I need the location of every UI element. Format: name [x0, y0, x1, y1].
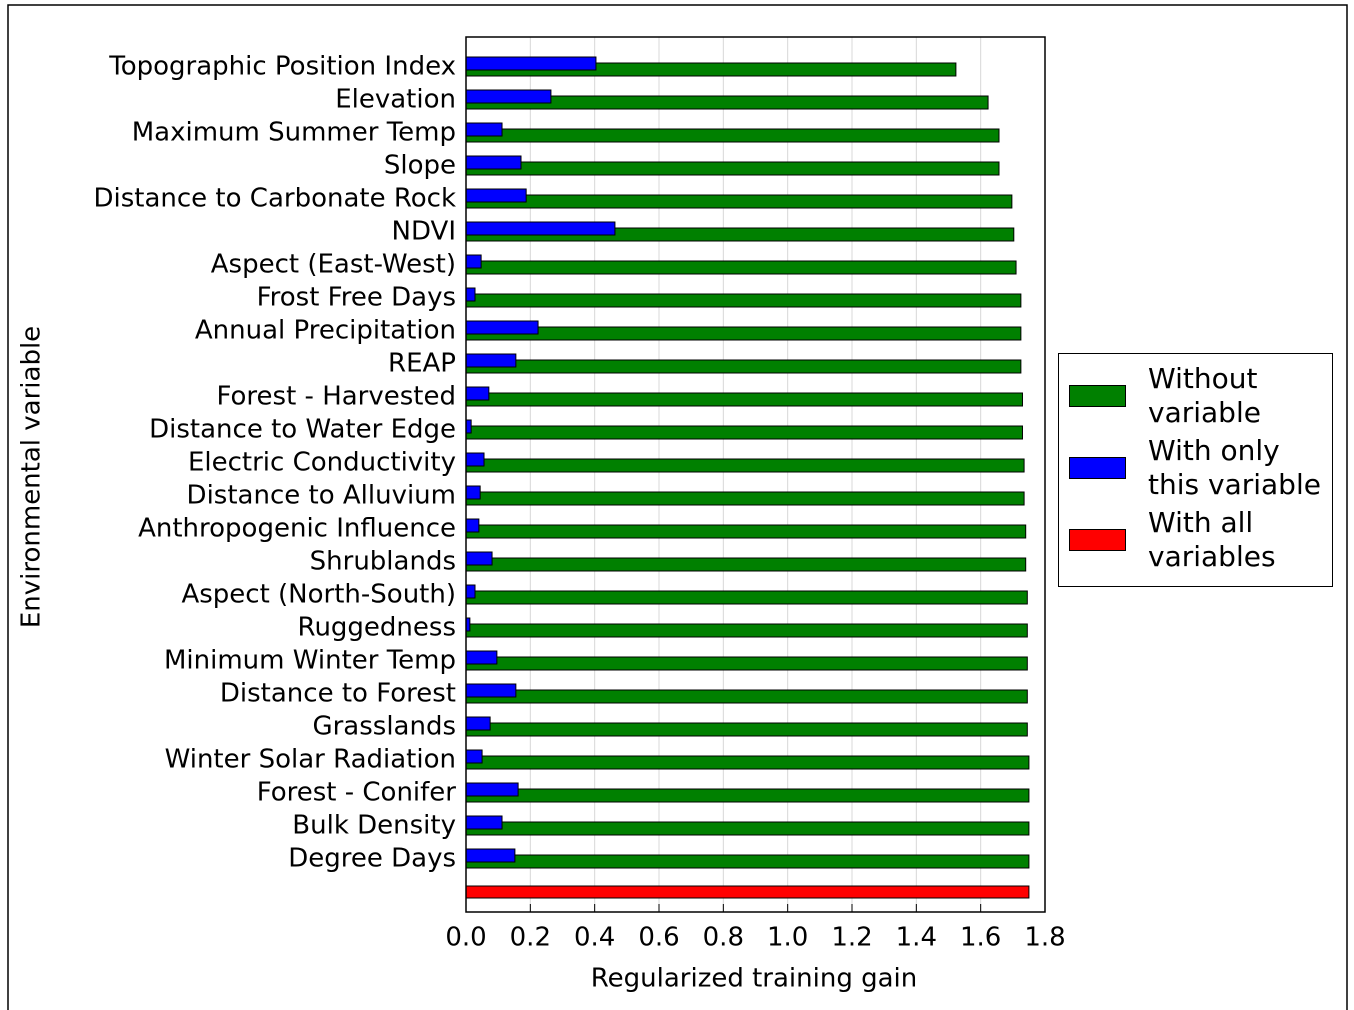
bar — [465, 623, 1028, 638]
legend-entry: With only this variable — [1069, 434, 1322, 502]
bar — [465, 683, 517, 698]
bar — [465, 854, 1030, 869]
y-tick-label: Distance to Forest — [220, 679, 456, 709]
legend-entry: Without variable — [1069, 362, 1322, 430]
bar — [465, 551, 493, 566]
bar — [465, 782, 519, 797]
y-tick-label: Anthropogenic Influence — [138, 514, 456, 544]
bar — [465, 650, 498, 665]
bar — [465, 320, 539, 335]
x-tick-label: 1.0 — [767, 923, 808, 953]
bar — [465, 293, 1022, 308]
bar — [465, 557, 1027, 572]
bar — [465, 584, 476, 599]
bar — [465, 821, 1030, 836]
bar — [465, 458, 1025, 473]
x-tick-label: 0.8 — [703, 923, 744, 953]
y-tick-label: Forest - Harvested — [217, 382, 457, 412]
bar — [465, 749, 483, 764]
legend-entry: With all variables — [1069, 506, 1322, 574]
y-tick-label: Grasslands — [312, 712, 456, 742]
bar — [465, 221, 616, 236]
bar — [465, 386, 490, 401]
bar — [465, 161, 1000, 176]
x-tick-label: 1.6 — [960, 923, 1001, 953]
bar — [465, 689, 1028, 704]
legend-swatch — [1069, 529, 1126, 551]
legend-label: With only this variable — [1148, 434, 1321, 501]
bar — [465, 260, 1017, 275]
bar — [465, 716, 491, 731]
y-tick-label: Annual Precipitation — [195, 316, 456, 346]
bar — [465, 56, 597, 71]
legend-swatch — [1069, 457, 1126, 479]
y-tick-label: Aspect (North-South) — [181, 580, 456, 610]
y-tick-label: Winter Solar Radiation — [165, 745, 456, 775]
bar — [465, 194, 1013, 209]
y-tick-label: Minimum Winter Temp — [164, 646, 456, 676]
bar — [465, 755, 1030, 770]
x-tick-label: 0.6 — [638, 923, 679, 953]
bar — [465, 885, 1030, 899]
x-tick-label: 1.4 — [896, 923, 937, 953]
y-axis-label: Environmental variable — [17, 326, 47, 628]
bar — [465, 353, 517, 368]
y-tick-label: Topographic Position Index — [108, 52, 456, 82]
bar — [465, 485, 481, 500]
y-tick-label: Bulk Density — [292, 811, 456, 841]
bar — [465, 188, 527, 203]
bar — [465, 518, 480, 533]
legend-label: With all variables — [1148, 506, 1276, 573]
x-tick-label: 0.0 — [445, 923, 486, 953]
bar — [465, 524, 1027, 539]
bar — [465, 590, 1028, 605]
y-tick-label: Frost Free Days — [257, 283, 456, 313]
legend-label: Without variable — [1148, 362, 1261, 429]
bar — [465, 815, 503, 830]
bar — [465, 656, 1028, 671]
bar — [465, 392, 1023, 407]
x-tick-label: 1.8 — [1024, 923, 1065, 953]
bar — [465, 491, 1025, 506]
y-tick-label: REAP — [388, 349, 456, 379]
y-tick-label: Aspect (East-West) — [211, 250, 456, 280]
legend-swatch — [1069, 385, 1126, 407]
y-tick-label: Electric Conductivity — [188, 448, 456, 478]
y-tick-label: Slope — [384, 151, 456, 181]
y-tick-label: Shrublands — [310, 547, 456, 577]
y-tick-label: Maximum Summer Temp — [132, 118, 456, 148]
x-tick-label: 0.2 — [510, 923, 551, 953]
x-tick-label: 1.2 — [831, 923, 872, 953]
y-tick-label: Degree Days — [288, 844, 456, 874]
bar — [465, 128, 1000, 143]
x-axis-label: Regularized training gain — [591, 964, 918, 994]
y-tick-label: Distance to Water Edge — [149, 415, 456, 445]
bar — [465, 326, 1022, 341]
bar — [465, 122, 503, 137]
bar — [465, 359, 1022, 374]
bar — [465, 155, 522, 170]
y-tick-label: Elevation — [335, 85, 456, 115]
y-tick-label: NDVI — [392, 217, 456, 247]
bar — [465, 419, 472, 434]
y-tick-label: Ruggedness — [298, 613, 456, 643]
y-tick-label: Forest - Conifer — [257, 778, 457, 808]
y-tick-label: Distance to Carbonate Rock — [93, 184, 456, 214]
y-tick-label: Distance to Alluvium — [187, 481, 456, 511]
bar — [465, 287, 476, 302]
frame — [7, 4, 1348, 1010]
plot-border — [465, 36, 1046, 913]
bar — [465, 425, 1023, 440]
bar — [465, 788, 1030, 803]
legend: Without variable With only this variable W… — [1058, 353, 1333, 587]
bar — [465, 848, 516, 863]
bar — [465, 722, 1028, 737]
bar — [465, 452, 485, 467]
bar — [465, 254, 482, 269]
x-tick-label: 0.4 — [574, 923, 615, 953]
bar — [465, 89, 552, 104]
